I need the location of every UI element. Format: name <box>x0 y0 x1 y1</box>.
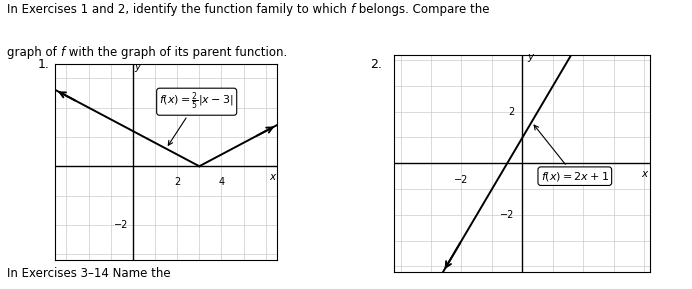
Text: belongs. Compare the: belongs. Compare the <box>355 3 489 16</box>
Text: x: x <box>269 171 275 181</box>
Text: y: y <box>527 53 533 62</box>
Text: 2.: 2. <box>370 58 382 71</box>
Text: −2: −2 <box>500 210 515 220</box>
Text: −2: −2 <box>455 175 468 185</box>
Text: y: y <box>135 62 140 71</box>
Text: graph of: graph of <box>7 46 60 59</box>
Text: In Exercises 1 and 2, identify the function family to which: In Exercises 1 and 2, identify the funct… <box>7 3 351 16</box>
Text: −2: −2 <box>114 220 129 230</box>
Text: $f(x) = 2x + 1$: $f(x) = 2x + 1$ <box>534 125 609 183</box>
Text: with the graph of its parent function.: with the graph of its parent function. <box>64 46 286 59</box>
Text: f: f <box>60 46 64 59</box>
Text: x: x <box>641 168 648 179</box>
Text: f: f <box>351 3 355 16</box>
Text: 4: 4 <box>219 177 224 186</box>
Text: 2: 2 <box>174 177 181 186</box>
Text: 1.: 1. <box>38 58 50 71</box>
Text: $f(x) = \frac{2}{5}|x - 3|$: $f(x) = \frac{2}{5}|x - 3|$ <box>159 91 234 145</box>
Text: In Exercises 3–14 Name the: In Exercises 3–14 Name the <box>7 267 170 280</box>
Text: 2: 2 <box>581 175 587 185</box>
Text: 2: 2 <box>509 107 515 117</box>
